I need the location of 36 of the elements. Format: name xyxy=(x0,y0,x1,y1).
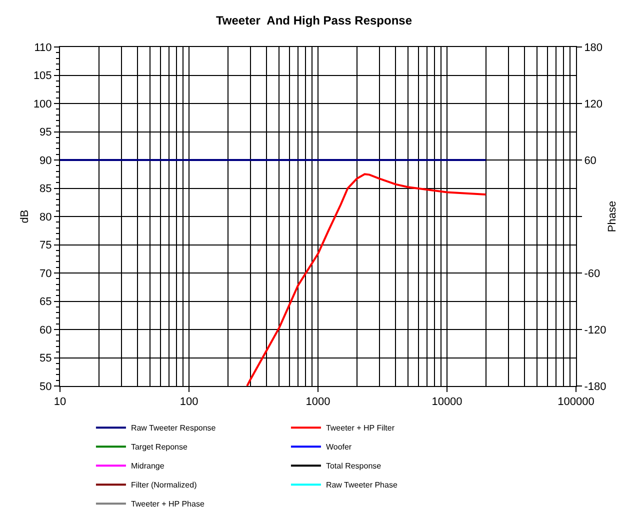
legend-label: Woofer xyxy=(326,442,352,452)
y-tick-label: 85 xyxy=(40,183,52,196)
y-tick-label: 65 xyxy=(40,296,52,308)
chart-title: Tweeter And High Pass Response xyxy=(216,13,412,28)
y2-tick-label: 120 xyxy=(584,98,603,110)
y2-tick-label: -60 xyxy=(584,268,600,280)
legend-label: Tweeter + HP Filter xyxy=(326,424,395,433)
y-tick-label: 90 xyxy=(40,154,52,167)
legend-label: Tweeter + HP Phase xyxy=(130,500,205,509)
y-tick-label: 80 xyxy=(40,211,52,224)
legend-label: Raw Tweeter Phase xyxy=(326,480,398,490)
y2-tick-label: 60 xyxy=(584,154,596,167)
legend-label: Total Response xyxy=(326,462,382,471)
y2-axis-title: Phase xyxy=(606,200,618,232)
x-tick-label: 10 xyxy=(54,396,66,408)
x-tick-label: 100 xyxy=(180,396,198,408)
y-tick-label: 70 xyxy=(40,268,52,280)
y-axis-title: dB xyxy=(19,210,32,224)
y-tick-label: 95 xyxy=(40,126,52,139)
y-tick-label: 50 xyxy=(40,380,52,393)
legend-label: Raw Tweeter Response xyxy=(130,424,216,433)
legend-label: Target Reponse xyxy=(130,442,188,452)
y-tick-label: 105 xyxy=(33,70,52,82)
y-tick-label: 110 xyxy=(34,42,52,54)
y2-tick-label: -120 xyxy=(584,324,606,336)
y-tick-label: 75 xyxy=(40,240,52,252)
legend-label: Midrange xyxy=(130,462,165,471)
x-tick-label: 10000 xyxy=(432,396,462,408)
y-tick-label: 100 xyxy=(33,98,52,110)
x-tick-label: 100000 xyxy=(558,396,594,408)
legend-label: Filter (Normalized) xyxy=(130,480,198,490)
y-tick-label: 55 xyxy=(40,352,52,365)
y-tick-label: 60 xyxy=(40,324,52,336)
y2-tick-label: -180 xyxy=(584,380,606,393)
x-tick-label: 1000 xyxy=(306,396,330,408)
y2-tick-label: 180 xyxy=(584,42,603,54)
